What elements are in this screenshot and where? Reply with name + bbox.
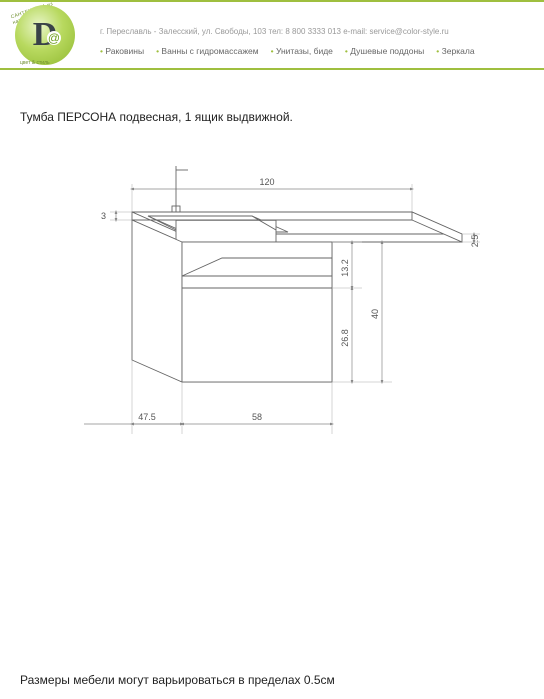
nav-item[interactable]: Унитазы, биде	[271, 46, 333, 56]
nav-item[interactable]: Ванны с гидромассажем	[156, 46, 259, 56]
dim-front-h: 3	[101, 211, 106, 221]
category-nav: Раковины Ванны с гидромассажем Унитазы, …	[100, 42, 544, 56]
nav-item[interactable]: Душевые поддоны	[345, 46, 424, 56]
logo-at: @	[47, 31, 61, 45]
nav-item[interactable]: Раковины	[100, 46, 144, 56]
dim-cabinet-w: 58	[252, 412, 262, 422]
nav-item[interactable]: Зеркала	[436, 46, 474, 56]
page-header: САНТЕХНИКА из натурального D @ цвет & ст…	[0, 0, 544, 70]
product-title: Тумба ПЕРСОНА подвесная, 1 ящик выдвижно…	[0, 70, 544, 144]
logo-circle: D @	[15, 5, 75, 65]
header-right: г. Переславль - Залесский, ул. Свободы, …	[90, 15, 544, 56]
dim-total-h: 40	[370, 309, 380, 319]
dim-gap: 13.2	[340, 259, 350, 277]
technical-drawing: 120 2.5 3	[52, 154, 492, 514]
logo: САНТЕХНИКА из натурального D @ цвет & ст…	[0, 0, 90, 70]
dim-thickness: 2.5	[470, 235, 480, 248]
logo-subtext: цвет & стиль	[20, 60, 50, 66]
cabinet-body	[132, 220, 332, 382]
contact-info: г. Переславль - Залесский, ул. Свободы, …	[100, 15, 544, 42]
footer-note: Размеры мебели могут варьироваться в пре…	[20, 673, 335, 687]
dim-left-offset: 47.5	[138, 412, 156, 422]
dim-drawer: 26.8	[340, 329, 350, 347]
dim-width-top: 120	[259, 177, 274, 187]
